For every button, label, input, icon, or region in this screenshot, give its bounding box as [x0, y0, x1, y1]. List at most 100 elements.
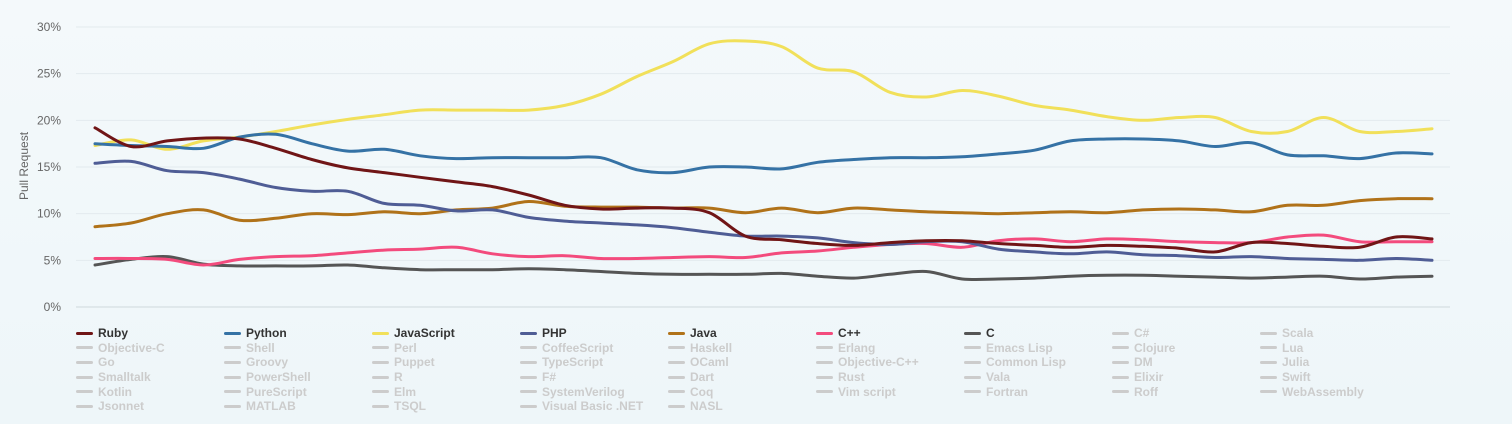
legend-label: F#: [542, 370, 557, 385]
legend-item-julia[interactable]: Julia: [1260, 355, 1408, 370]
legend-swatch: [668, 375, 685, 379]
legend-item-coq[interactable]: Coq: [668, 384, 816, 399]
series-line-python[interactable]: [93, 132, 1434, 175]
legend-item-typescript[interactable]: TypeScript: [520, 355, 668, 370]
legend-item-r[interactable]: R: [372, 370, 520, 385]
y-tick-label: 30%: [37, 20, 61, 34]
legend-item-visual-basic-net[interactable]: Visual Basic .NET: [520, 399, 668, 414]
legend-item-webassembly[interactable]: WebAssembly: [1260, 384, 1408, 399]
legend-item-fsharp[interactable]: F#: [520, 370, 668, 385]
legend-item-puppet[interactable]: Puppet: [372, 355, 520, 370]
legend-item-nasl[interactable]: NASL: [668, 399, 816, 414]
legend-label: Emacs Lisp: [986, 340, 1053, 355]
legend-swatch: [76, 375, 93, 379]
series-line-c[interactable]: [93, 254, 1434, 282]
legend-item-systemverilog[interactable]: SystemVerilog: [520, 384, 668, 399]
legend-swatch: [224, 390, 241, 394]
legend-item-elm[interactable]: Elm: [372, 384, 520, 399]
legend-swatch: [372, 360, 389, 364]
legend-item-c[interactable]: C: [964, 326, 1112, 341]
legend-item-perl[interactable]: Perl: [372, 341, 520, 356]
y-tick-label: 10%: [37, 207, 61, 221]
series-line-javascript[interactable]: [93, 39, 1434, 151]
legend-label: Python: [246, 326, 287, 341]
legend-item-shell[interactable]: Shell: [224, 341, 372, 356]
legend-item-smalltalk[interactable]: Smalltalk: [76, 370, 224, 385]
legend-item-purescript[interactable]: PureScript: [224, 384, 372, 399]
legend-label: Jsonnet: [98, 399, 145, 414]
series-line-java[interactable]: [93, 197, 1434, 229]
legend-item-java[interactable]: Java: [668, 326, 816, 341]
legend-item-vala[interactable]: Vala: [964, 370, 1112, 385]
legend-label: Roff: [1134, 384, 1158, 399]
legend-swatch: [520, 390, 537, 394]
legend-item-roff[interactable]: Roff: [1112, 384, 1260, 399]
legend-item-common-lisp[interactable]: Common Lisp: [964, 355, 1112, 370]
legend-swatch: [1112, 360, 1129, 364]
legend-swatch: [520, 360, 537, 364]
series-line-ruby[interactable]: [93, 126, 1434, 254]
legend-item-powershell[interactable]: PowerShell: [224, 370, 372, 385]
legend-item-jsonnet[interactable]: Jsonnet: [76, 399, 224, 414]
legend-item-tsql[interactable]: TSQL: [372, 399, 520, 414]
legend-item-dm[interactable]: DM: [1112, 355, 1260, 370]
legend-item-haskell[interactable]: Haskell: [668, 341, 816, 356]
legend-swatch: [76, 390, 93, 394]
legend-label: Julia: [1282, 355, 1310, 370]
legend-item-vim-script[interactable]: Vim script: [816, 384, 964, 399]
legend-label: DM: [1134, 355, 1153, 370]
legend-label: Rust: [838, 370, 865, 385]
legend-item-lua[interactable]: Lua: [1260, 341, 1408, 356]
legend-item-fortran[interactable]: Fortran: [964, 384, 1112, 399]
legend-swatch: [1112, 331, 1129, 335]
legend-item-objective-c[interactable]: Objective-C: [76, 341, 224, 356]
legend-label: Swift: [1282, 370, 1311, 385]
legend-label: Erlang: [838, 340, 876, 355]
legend-item-ocaml[interactable]: OCaml: [668, 355, 816, 370]
legend-item-objective-cplusplus[interactable]: Objective-C++: [816, 355, 964, 370]
legend-item-groovy[interactable]: Groovy: [224, 355, 372, 370]
legend-item-php[interactable]: PHP: [520, 326, 668, 341]
legend-item-ruby[interactable]: Ruby: [76, 326, 224, 341]
legend-label: Ruby: [98, 326, 128, 341]
legend-label: Visual Basic .NET: [542, 399, 644, 414]
legend-item-javascript[interactable]: JavaScript: [372, 326, 520, 341]
legend-label: JavaScript: [394, 326, 455, 341]
legend-swatch: [1260, 390, 1277, 394]
legend: Ruby Python JavaScript PHP Java C++ C C# Scala Ob…: [76, 326, 1476, 414]
legend-label: Perl: [394, 340, 417, 355]
legend-label: Puppet: [394, 355, 435, 370]
legend-label: Groovy: [246, 355, 289, 370]
series-line-php[interactable]: [93, 159, 1434, 262]
legend-item-dart[interactable]: Dart: [668, 370, 816, 385]
legend-label: Objective-C: [98, 340, 165, 355]
legend-label: Go: [98, 355, 115, 370]
legend-item-cplusplus[interactable]: C++: [816, 326, 964, 341]
series-line-c-[interactable]: [93, 233, 1434, 267]
legend-label: CoffeeScript: [542, 340, 614, 355]
legend-swatch: [1260, 331, 1277, 335]
legend-item-csharp[interactable]: C#: [1112, 326, 1260, 341]
legend-swatch: [1112, 346, 1129, 350]
legend-label: Dart: [690, 370, 715, 385]
legend-label: Lua: [1282, 340, 1304, 355]
legend-item-coffeescript[interactable]: CoffeeScript: [520, 341, 668, 356]
legend-item-go[interactable]: Go: [76, 355, 224, 370]
legend-item-elixir[interactable]: Elixir: [1112, 370, 1260, 385]
legend-item-scala[interactable]: Scala: [1260, 326, 1408, 341]
legend-label: WebAssembly: [1282, 384, 1364, 399]
legend-item-python[interactable]: Python: [224, 326, 372, 341]
legend-item-kotlin[interactable]: Kotlin: [76, 384, 224, 399]
legend-swatch: [816, 346, 833, 350]
legend-item-emacs-lisp[interactable]: Emacs Lisp: [964, 341, 1112, 356]
legend-label: Java: [690, 326, 717, 341]
legend-item-matlab[interactable]: MATLAB: [224, 399, 372, 414]
legend-swatch: [1260, 375, 1277, 379]
legend-item-swift[interactable]: Swift: [1260, 370, 1408, 385]
legend-item-erlang[interactable]: Erlang: [816, 341, 964, 356]
legend-item-clojure[interactable]: Clojure: [1112, 341, 1260, 356]
legend-label: R: [394, 370, 403, 385]
legend-item-rust[interactable]: Rust: [816, 370, 964, 385]
legend-swatch: [816, 360, 833, 364]
